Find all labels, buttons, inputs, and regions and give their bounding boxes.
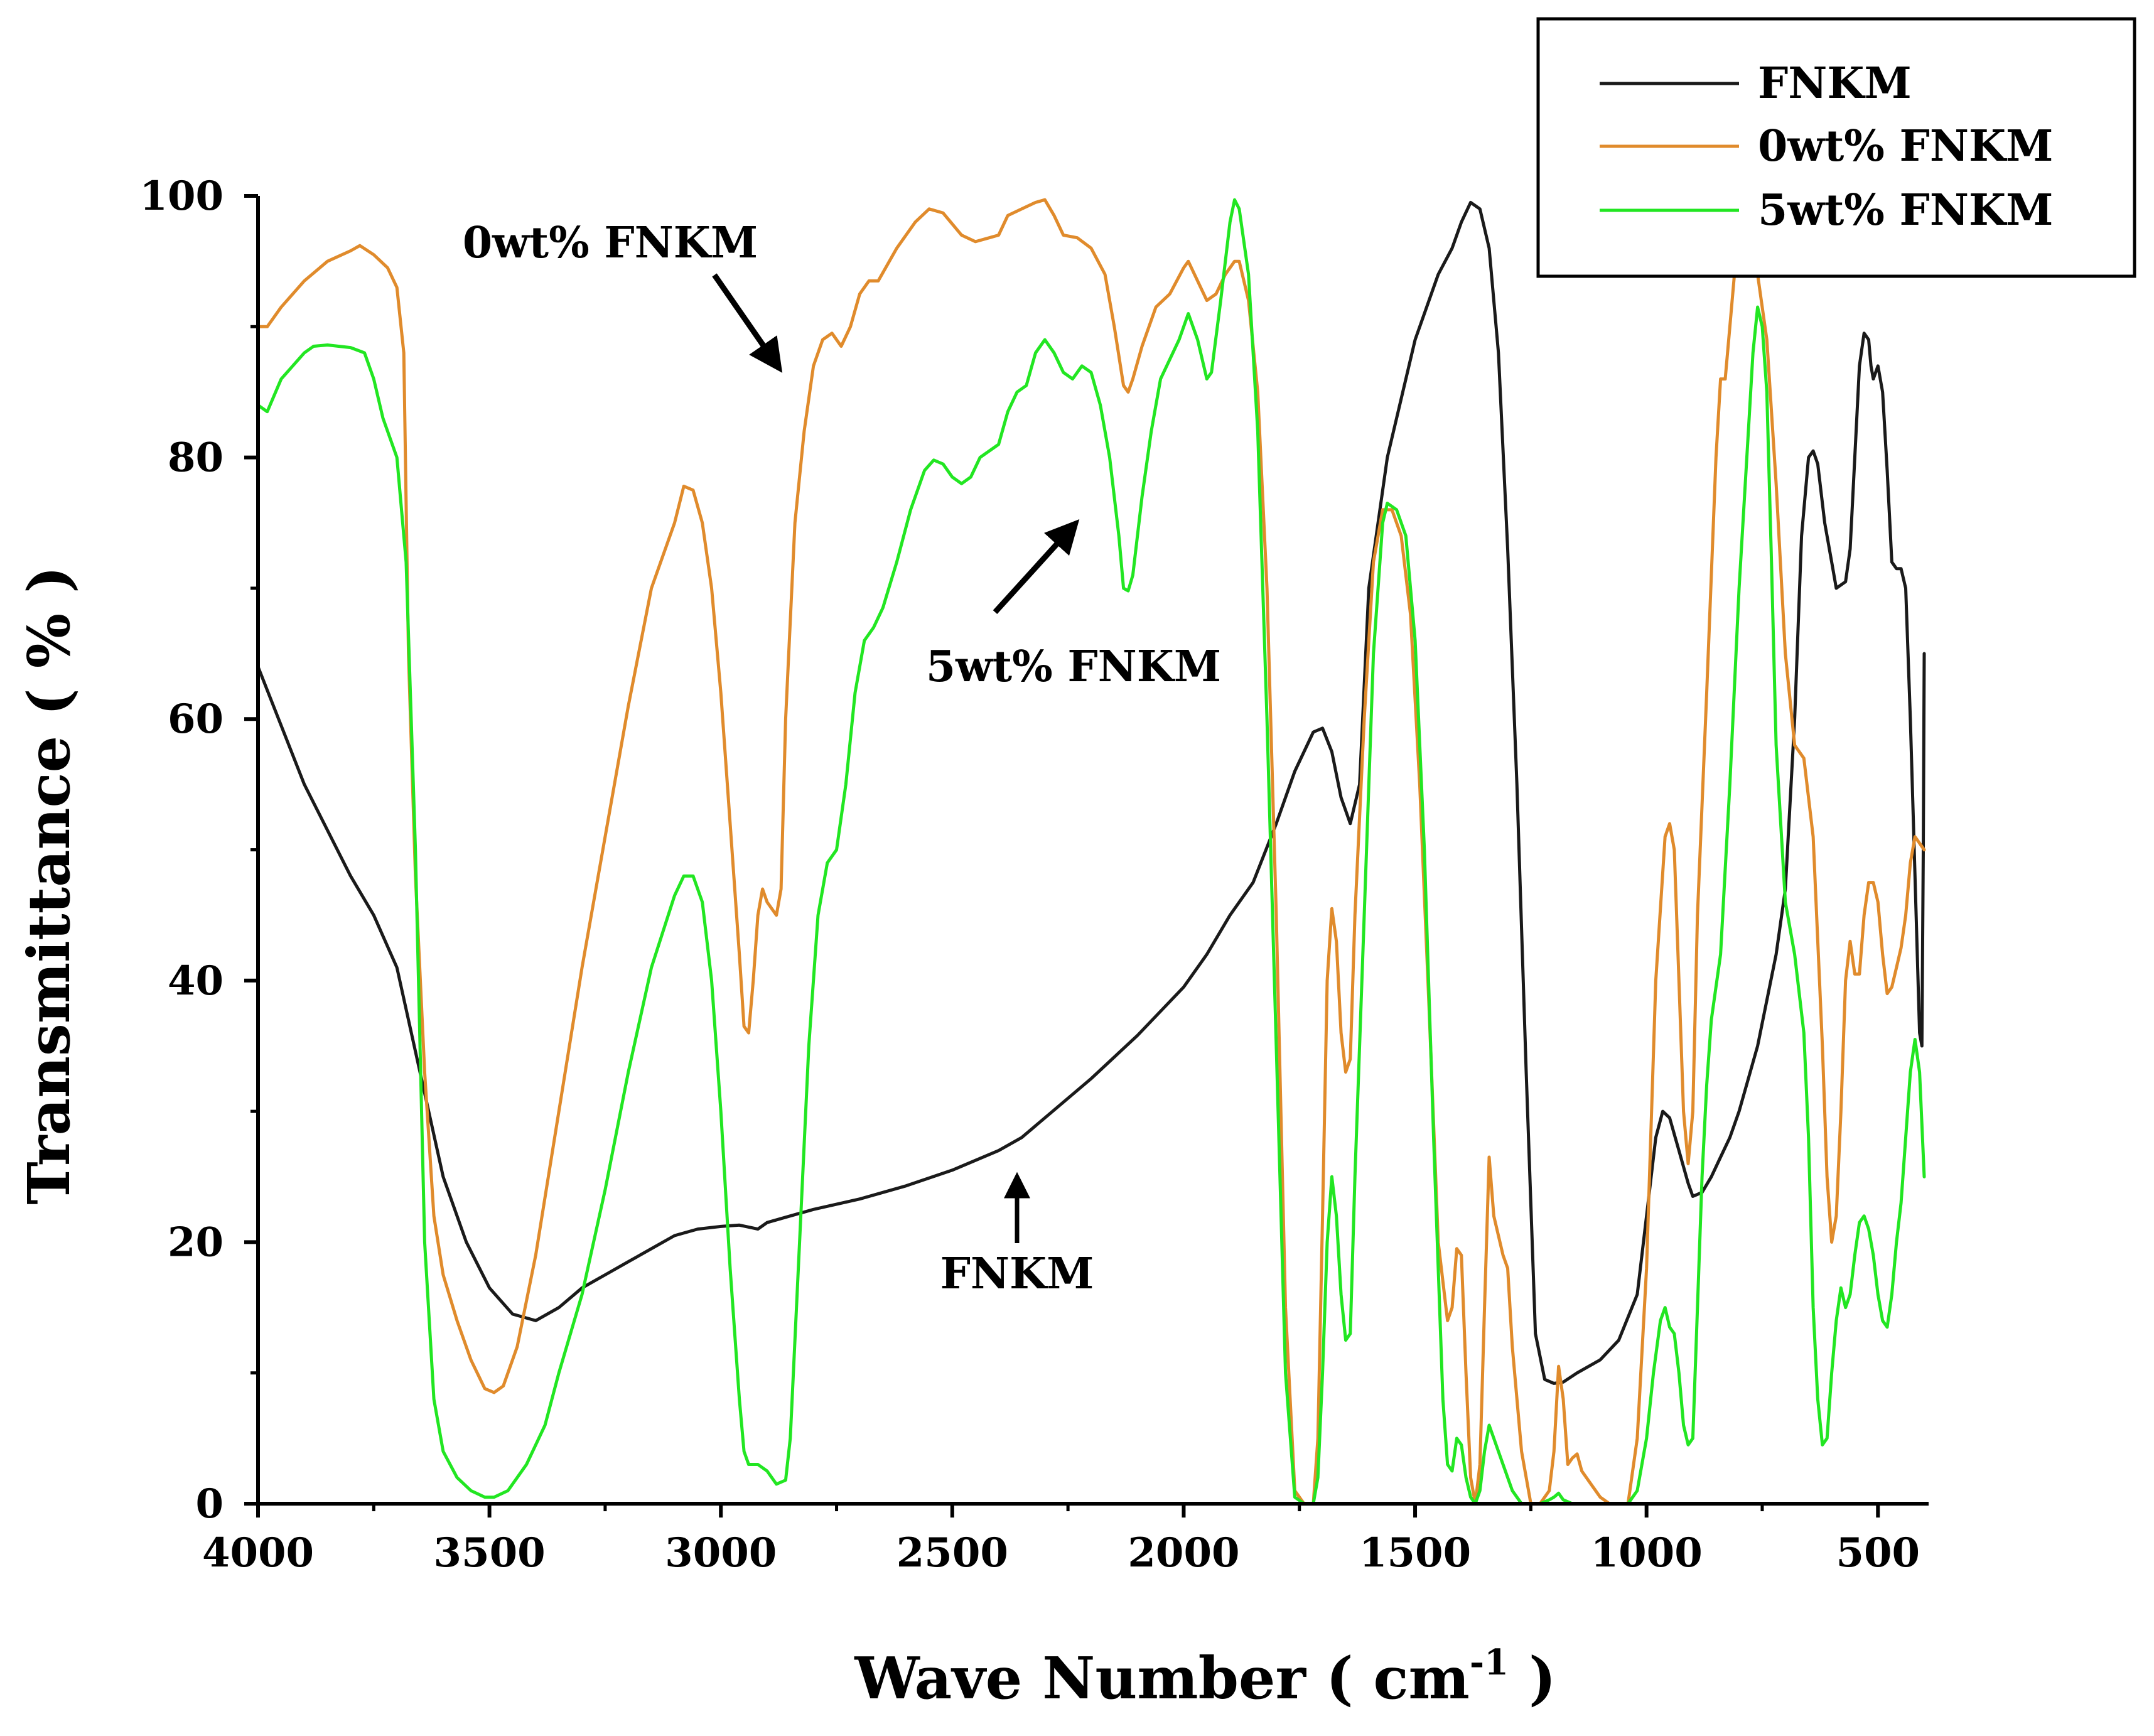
annotation-fnkm-label: FNKM [940,1249,1094,1299]
y-tick-label: 0 [195,1480,223,1528]
x-axis-title-end: ) [1509,1644,1556,1712]
x-axis-title-main: Wave Number ( cm [854,1644,1470,1712]
annotation-fnkm: FNKM [940,1172,1094,1299]
annotation-5wt-label: 5wt% FNKM [926,642,1221,692]
y-tick-label: 20 [168,1219,223,1266]
y-tick-label: 60 [168,696,223,743]
x-tick-label: 3000 [665,1529,777,1577]
annotation-5wt-arrow [993,519,1080,615]
x-tick-label: 2500 [897,1529,1008,1577]
legend-label-5wt: 5wt% FNKM [1758,185,2053,235]
x-tick-label: 3500 [434,1529,546,1577]
x-tick-label: 1500 [1359,1529,1471,1577]
legend-label-0wt: 0wt% FNKM [1758,121,2053,171]
series-layer [256,198,1926,1506]
legend-label-fnkm: FNKM [1758,58,1912,109]
x-tick-label: 4000 [202,1529,314,1577]
x-ticks: 4000 3500 3000 2500 2000 1500 1000 500 [202,1504,1920,1577]
annotation-0wt-label: 0wt% FNKM [463,218,758,268]
y-tick-label: 40 [168,957,223,1005]
x-tick-label: 1000 [1591,1529,1703,1577]
y-ticks: 0 20 40 60 80 100 [139,173,258,1528]
annotation-0wt-arrow [712,273,783,373]
legend: FNKM 0wt% FNKM 5wt% FNKM [1536,17,2136,278]
x-tick-label: 500 [1836,1529,1920,1577]
y-axis-title: Transmittance ( % ) [15,566,83,1204]
y-tick-label: 100 [139,173,223,220]
series-line-fnkm [256,200,1926,1385]
x-axis-title: Wave Number ( cm-1 ) [854,1642,1556,1712]
annotation-5wt: 5wt% FNKM [926,519,1221,692]
annotation-0wt: 0wt% FNKM [463,218,783,373]
y-tick-label: 80 [168,434,223,482]
x-tick-label: 2000 [1128,1529,1239,1577]
x-axis-title-sup: -1 [1470,1642,1509,1683]
